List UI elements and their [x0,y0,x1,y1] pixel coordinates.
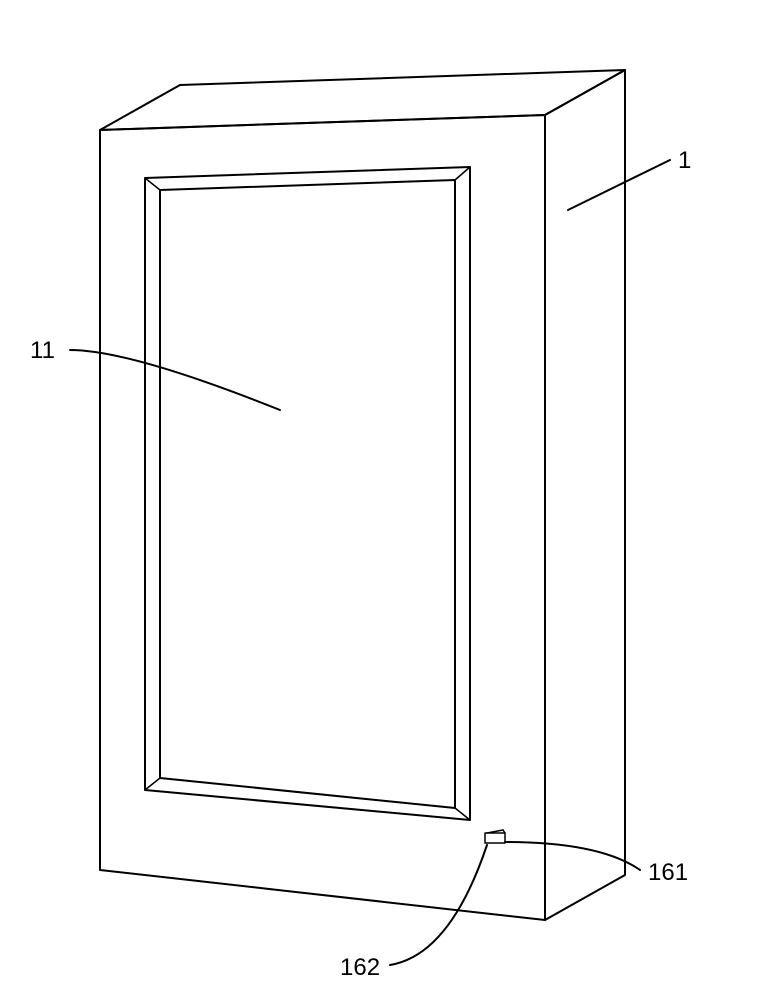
cabinet-front [100,115,545,920]
label-window: 11 [30,337,55,364]
leader-window [70,350,280,410]
label-latch: 161 [648,859,688,886]
window-panel [160,180,455,808]
window-opening [145,167,470,820]
label-cabinet: 1 [678,147,691,174]
latch-body [485,833,505,843]
label-handle: 162 [340,954,380,981]
leader-latch [505,842,640,870]
leader-cabinet [568,160,670,210]
cabinet-top [100,70,625,130]
cabinet-side [545,70,625,920]
